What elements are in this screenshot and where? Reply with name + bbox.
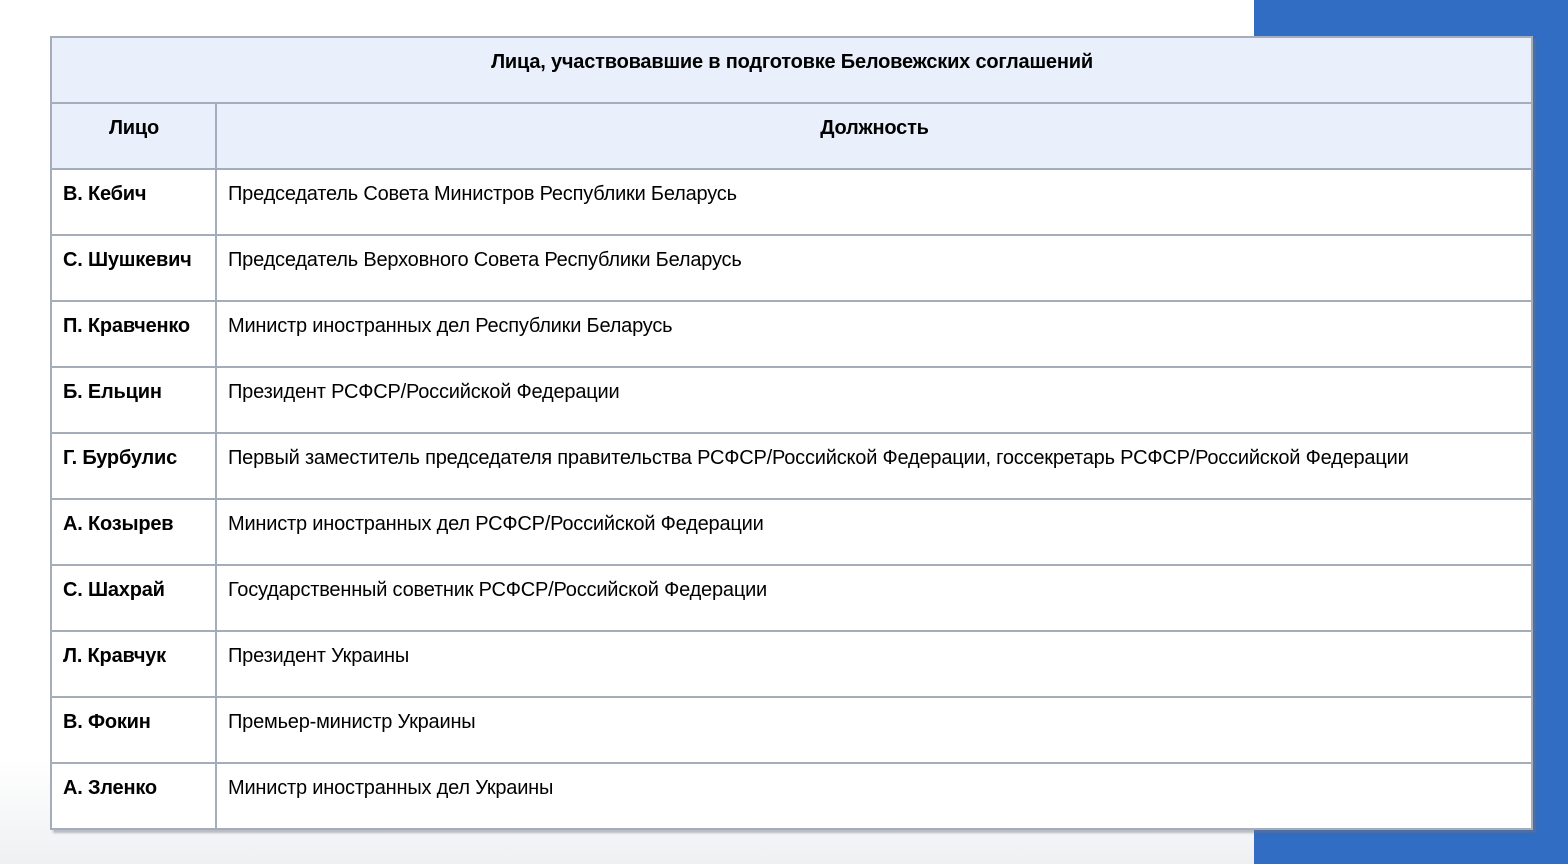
person-cell: А. Зленко [50,762,217,830]
table-row: Г. Бурбулис Первый заместитель председат… [50,432,1533,500]
person-cell: С. Шахрай [50,564,217,632]
table-row: В. Кебич Председатель Совета Министров Р… [50,168,1533,236]
position-cell: Президент РСФСР/Российской Федерации [215,366,1533,434]
table-row: С. Шушкевич Председатель Верховного Сове… [50,234,1533,302]
person-cell: А. Козырев [50,498,217,566]
position-cell: Первый заместитель председателя правител… [215,432,1533,500]
table-row: П. Кравченко Министр иностранных дел Рес… [50,300,1533,368]
position-cell: Министр иностранных дел РСФСР/Российской… [215,498,1533,566]
table-row: А. Зленко Министр иностранных дел Украин… [50,762,1533,830]
table-title-row: Лица, участвовавшие в подготовке Беловеж… [50,36,1533,104]
person-cell: Б. Ельцин [50,366,217,434]
column-header-position: Должность [215,102,1533,170]
person-cell: В. Кебич [50,168,217,236]
position-cell: Председатель Верховного Совета Республик… [215,234,1533,302]
position-cell: Государственный советник РСФСР/Российско… [215,564,1533,632]
table-row: Б. Ельцин Президент РСФСР/Российской Фед… [50,366,1533,434]
table-row: С. Шахрай Государственный советник РСФСР… [50,564,1533,632]
table-row: В. Фокин Премьер-министр Украины [50,696,1533,764]
person-cell: Г. Бурбулис [50,432,217,500]
table-title: Лица, участвовавшие в подготовке Беловеж… [50,36,1533,104]
position-cell: Президент Украины [215,630,1533,698]
position-cell: Министр иностранных дел Украины [215,762,1533,830]
person-cell: Л. Кравчук [50,630,217,698]
column-header-person: Лицо [50,102,217,170]
person-cell: В. Фокин [50,696,217,764]
position-cell: Премьер-министр Украины [215,696,1533,764]
participants-table: Лица, участвовавшие в подготовке Беловеж… [50,36,1533,830]
table-header-row: Лицо Должность [50,102,1533,170]
person-cell: П. Кравченко [50,300,217,368]
table-row: Л. Кравчук Президент Украины [50,630,1533,698]
person-cell: С. Шушкевич [50,234,217,302]
position-cell: Председатель Совета Министров Республики… [215,168,1533,236]
position-cell: Министр иностранных дел Республики Белар… [215,300,1533,368]
table-row: А. Козырев Министр иностранных дел РСФСР… [50,498,1533,566]
